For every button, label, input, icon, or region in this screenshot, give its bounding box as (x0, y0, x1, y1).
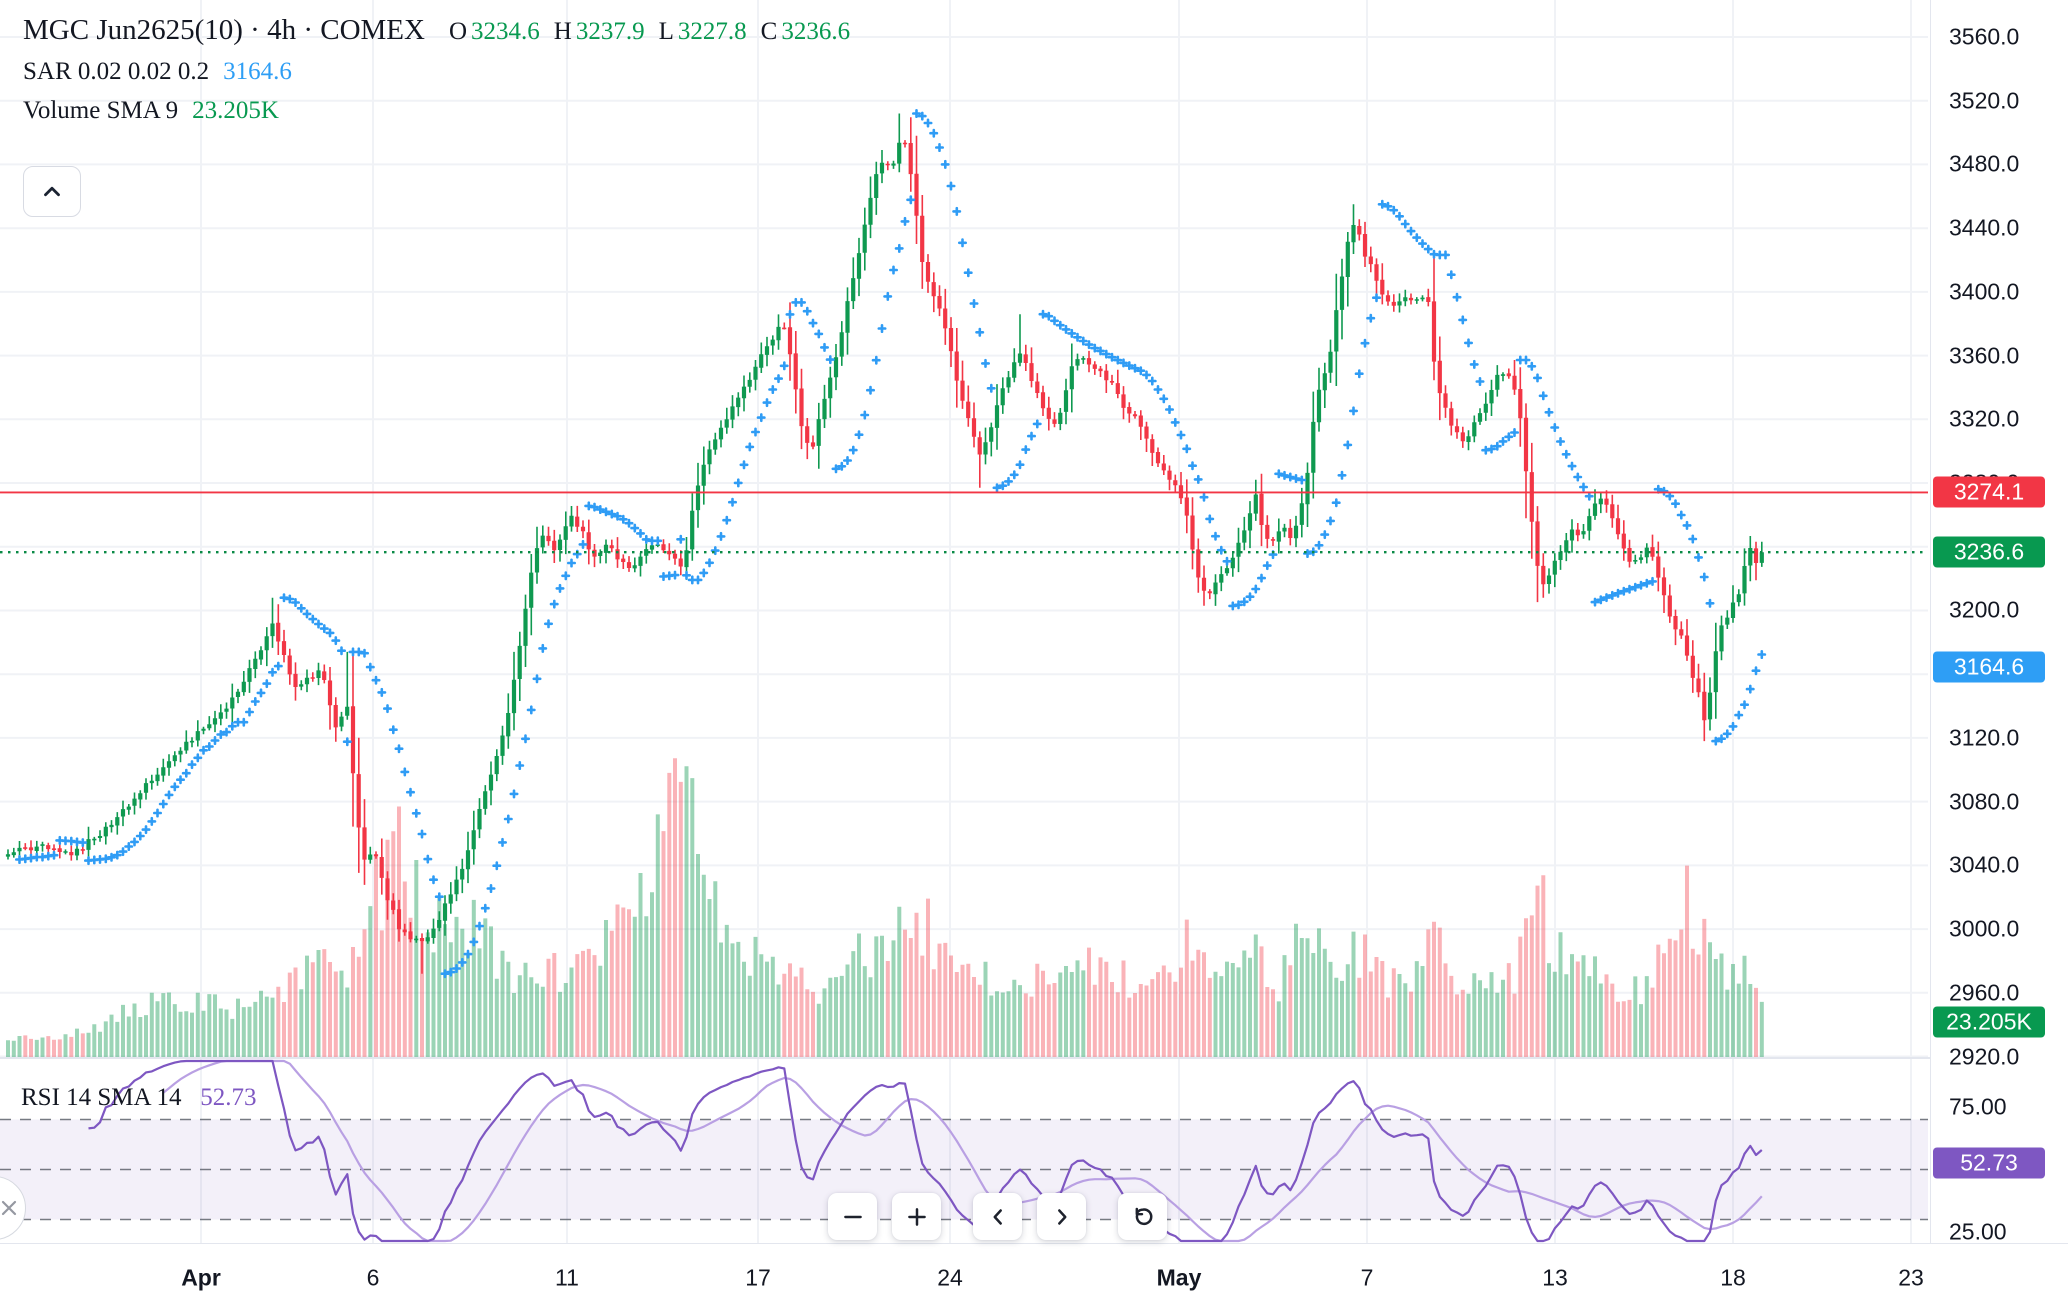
volume-value-badge: 23.205K (1933, 1006, 2045, 1038)
reset-chart-button[interactable] (1118, 1193, 1167, 1240)
price-tick-label: 3360.0 (1949, 342, 2020, 369)
volume-value: 23.205K (192, 97, 279, 124)
candle-bodies-down (23, 142, 1759, 942)
price-tick-label: 3080.0 (1949, 788, 2020, 815)
sar-legend-row[interactable]: SAR 0.02 0.02 0.2 3164.6 (23, 58, 850, 86)
time-tick-label: 17 (745, 1264, 771, 1291)
open-value: 3234.6 (471, 18, 540, 45)
rsi-legend-row[interactable]: RSI 14 SMA 14 52.73 (21, 1084, 256, 1112)
time-tick-label: 7 (1360, 1264, 1374, 1291)
ohlc-values: O 3234.6 H 3237.9 L 3227.8 C 3236.6 (449, 18, 850, 46)
price-tick-label: 3440.0 (1949, 214, 2020, 241)
scroll-left-button[interactable] (973, 1193, 1022, 1240)
price-tick-label: 3400.0 (1949, 278, 2020, 305)
chart-legend: MGC Jun2625(10) · 4h · COMEX O 3234.6 H 32… (23, 14, 850, 125)
symbol-title: MGC Jun2625(10) · 4h · COMEX (23, 14, 425, 46)
volume-name: Volume SMA 9 (23, 97, 179, 124)
rotate-ccw-icon (1135, 1207, 1152, 1225)
zoom-out-button[interactable] (828, 1193, 877, 1240)
sar-params: 0.02 0.02 0.2 (77, 58, 210, 85)
price-tick-label: 3040.0 (1949, 851, 2020, 878)
high-value: 3237.9 (575, 18, 645, 45)
price-tick-label: 3480.0 (1949, 150, 2020, 177)
rsi-tick-label: 75.00 (1949, 1093, 2007, 1120)
price-tick-label: 3320.0 (1949, 405, 2020, 432)
sar-name: SAR (23, 58, 72, 85)
time-axis[interactable]: Apr 6 11 17 24 May 7 13 18 23 (0, 1243, 2068, 1311)
last-price-badge: 3236.6 (1933, 536, 2045, 568)
price-tick-label: 3000.0 (1949, 915, 2020, 942)
time-tick-label: May (1156, 1264, 1202, 1291)
rsi-tick-label: 25.00 (1949, 1218, 2007, 1245)
plus-icon (907, 1207, 926, 1226)
price-axis[interactable]: 3560.0 3520.0 3480.0 3440.0 3400.0 3360.0 3320… (1930, 0, 2068, 1245)
scroll-right-button[interactable] (1037, 1193, 1086, 1240)
price-tick-label: 2960.0 (1949, 979, 2020, 1006)
open-label: O (448, 18, 468, 45)
time-tick-label: 18 (1720, 1264, 1746, 1291)
high-label: H (553, 18, 572, 45)
chart-nav-toolbar (828, 1193, 1182, 1240)
close-icon (1, 1200, 17, 1216)
sar-value-badge: 3164.6 (1933, 651, 2045, 683)
time-tick-label: 24 (937, 1264, 963, 1291)
close-value: 3236.6 (781, 18, 851, 45)
chevron-up-icon (44, 186, 60, 196)
candle-wicks-up (7, 113, 1763, 944)
rsi-line (88, 1059, 1763, 1243)
candle-wicks-down (24, 117, 1757, 974)
time-tick-label: 6 (366, 1264, 380, 1291)
symbol-legend-row[interactable]: MGC Jun2625(10) · 4h · COMEX O 3234.6 H 32… (23, 14, 850, 47)
minus-icon (843, 1215, 862, 1218)
price-tick-label: 3120.0 (1949, 724, 2020, 751)
rsi-value-badge: 52.73 (1933, 1147, 2045, 1179)
volume-bars-up (6, 766, 1764, 1057)
price-tick-label: 3560.0 (1949, 23, 2020, 50)
time-tick-label: 23 (1898, 1264, 1924, 1291)
time-tick-label: 11 (555, 1264, 579, 1291)
sar-value: 3164.6 (223, 58, 292, 85)
gridlines (0, 0, 1928, 1243)
zoom-in-button[interactable] (892, 1193, 941, 1240)
price-tick-label: 3200.0 (1949, 596, 2020, 623)
time-tick-label: Apr (181, 1264, 221, 1291)
candle-bodies-up (5, 142, 1764, 942)
rsi-value: 52.73 (200, 1084, 257, 1111)
parabolic-sar-dots (15, 109, 1767, 979)
price-tick-label: 3520.0 (1949, 87, 2020, 114)
low-value: 3227.8 (677, 18, 747, 45)
low-label: L (658, 18, 674, 45)
alert-price-badge: 3274.1 (1933, 476, 2045, 508)
price-tick-label: 2920.0 (1949, 1043, 2020, 1070)
close-label: C (760, 18, 778, 45)
rsi-name: RSI 14 SMA 14 (21, 1084, 182, 1111)
chevron-left-icon (993, 1208, 1002, 1225)
chevron-right-icon (1057, 1208, 1066, 1225)
volume-legend-row[interactable]: Volume SMA 9 23.205K (23, 97, 850, 125)
collapse-legend-button[interactable] (23, 166, 81, 217)
time-tick-label: 13 (1542, 1264, 1568, 1291)
